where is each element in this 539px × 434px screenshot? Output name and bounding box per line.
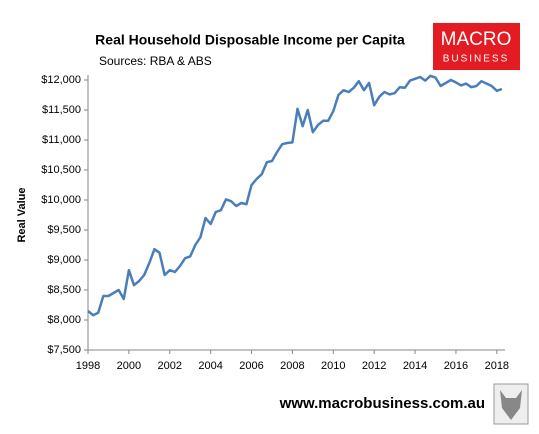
y-tick-label: $10,500 — [41, 164, 81, 176]
x-tick-label: 2014 — [403, 360, 427, 372]
y-tick-label: $9,000 — [47, 254, 81, 266]
line — [87, 74, 503, 317]
x-tick-label: 2008 — [280, 360, 304, 372]
x-tick-label: 2006 — [239, 360, 263, 372]
y-tick-label: $8,500 — [47, 284, 81, 296]
x-tick-label: 2016 — [444, 360, 468, 372]
y-axis-label: Real Value — [16, 187, 28, 242]
x-tick-label: 2010 — [321, 360, 345, 372]
x-tick-label: 2004 — [198, 360, 222, 372]
x-tick-label: 2012 — [362, 360, 386, 372]
footer: www.macrobusiness.com.au — [279, 395, 485, 412]
y-tick-label: $12,000 — [41, 74, 81, 86]
logo-text: MACRO — [441, 29, 512, 50]
logo-text: BUSINESS — [443, 54, 510, 65]
chart-title: Real Household Disposable Income per Cap… — [95, 32, 405, 48]
chart-subtitle: Sources: RBA & ABS — [99, 54, 212, 68]
x-tick-label: 1998 — [76, 360, 100, 372]
y-tick-label: $8,000 — [47, 314, 81, 326]
y-tick-label: $7,500 — [47, 344, 81, 356]
y-tick-label: $11,000 — [42, 134, 81, 146]
y-tick-label: $11,500 — [42, 104, 81, 116]
y-tick-label: $9,500 — [47, 224, 81, 236]
x-tick-label: 2018 — [485, 360, 509, 372]
x-tick-label: 2002 — [158, 360, 182, 372]
x-tick-label: 2000 — [117, 360, 141, 372]
wolf-icon — [493, 383, 529, 425]
logo-box — [433, 23, 520, 70]
y-tick-label: $10,000 — [41, 194, 81, 206]
